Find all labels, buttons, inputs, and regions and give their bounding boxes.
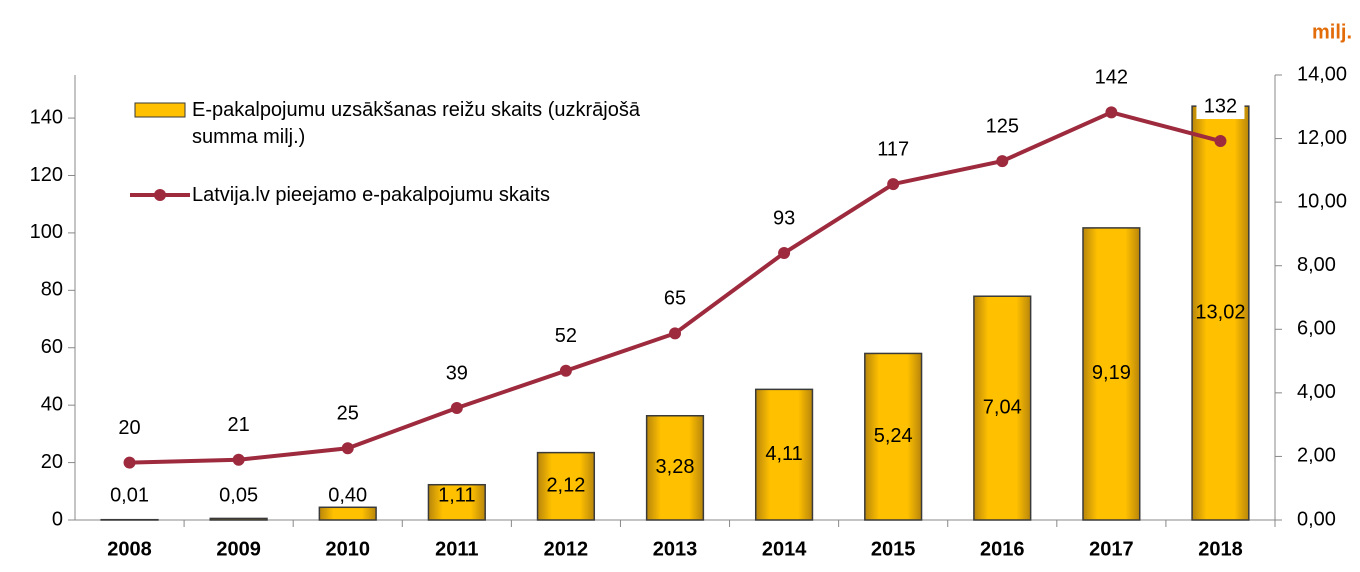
bar-value-label: 0,01 [110, 484, 149, 506]
line-point [233, 454, 245, 466]
line-value-label: 125 [986, 115, 1019, 137]
line-point [996, 155, 1008, 167]
y-tick-label: 80 [41, 279, 63, 301]
line-point [342, 442, 354, 454]
y-tick-label: 40 [41, 393, 63, 415]
y2-tick-label: 14,00 [1297, 63, 1347, 85]
y2-tick-label: 2,00 [1297, 445, 1336, 467]
x-tick-label: 2008 [107, 538, 152, 560]
line-value-label: 117 [877, 138, 909, 160]
y2-tick-label: 6,00 [1297, 318, 1336, 340]
y2-tick-label: 0,00 [1297, 508, 1336, 530]
y2-axis-label: milj. [1312, 21, 1352, 43]
x-tick-label: 2016 [980, 538, 1025, 560]
line-point [778, 247, 790, 259]
x-tick-label: 2009 [216, 538, 261, 560]
x-tick-label: 2012 [544, 538, 589, 560]
y2-tick-label: 8,00 [1297, 254, 1336, 276]
line-value-label: 132 [1204, 95, 1237, 117]
legend-label: Latvija.lv pieejamo e-pakalpojumu skaits [192, 182, 712, 209]
y-tick-label: 100 [30, 221, 63, 243]
line-value-label: 21 [228, 414, 250, 436]
line-point [669, 327, 681, 339]
y-tick-label: 120 [30, 164, 63, 186]
line-value-label: 39 [446, 362, 468, 384]
bar-value-label: 5,24 [874, 425, 913, 447]
y-tick-label: 140 [30, 106, 63, 128]
line-point [1105, 106, 1117, 118]
line-value-label: 25 [337, 403, 359, 425]
line-point [124, 457, 136, 469]
x-tick-label: 2017 [1089, 538, 1134, 560]
line-point [1214, 135, 1226, 147]
y-tick-label: 20 [41, 451, 63, 473]
bar-value-label: 7,04 [983, 396, 1022, 418]
x-tick-label: 2011 [435, 538, 478, 560]
bar [210, 518, 267, 520]
x-tick-label: 2013 [653, 538, 698, 560]
line-point [887, 178, 899, 190]
bar-value-label: 13,02 [1195, 301, 1245, 323]
line-value-label: 93 [773, 207, 795, 229]
bar-value-label: 4,11 [765, 443, 802, 465]
y-tick-label: 60 [41, 336, 63, 358]
line-point [451, 402, 463, 414]
legend-swatch [135, 103, 185, 117]
bar-value-label: 0,05 [219, 484, 258, 506]
y2-tick-label: 10,00 [1297, 190, 1347, 212]
line-value-label: 142 [1095, 67, 1128, 89]
legend-label: E-pakalpojumu uzsākšanas reižu skaits (u… [192, 97, 662, 151]
x-tick-label: 2018 [1198, 538, 1243, 560]
bar-value-label: 9,19 [1092, 362, 1131, 384]
bar-value-label: 1,11 [438, 484, 475, 506]
y2-tick-label: 12,00 [1297, 127, 1347, 149]
y-tick-label: 0 [52, 508, 63, 530]
line-point [560, 365, 572, 377]
x-tick-label: 2014 [762, 538, 807, 560]
bar-value-label: 3,28 [656, 456, 695, 478]
bar-value-label: 0,40 [328, 484, 367, 506]
line-value-label: 52 [555, 325, 577, 347]
bar [319, 507, 376, 520]
x-tick-label: 2010 [325, 538, 370, 560]
x-tick-label: 2015 [871, 538, 916, 560]
bar-value-label: 2,12 [546, 475, 585, 497]
line-value-label: 20 [118, 417, 140, 439]
y2-tick-label: 4,00 [1297, 381, 1336, 403]
legend-swatch [154, 189, 166, 201]
line-value-label: 65 [664, 288, 686, 310]
